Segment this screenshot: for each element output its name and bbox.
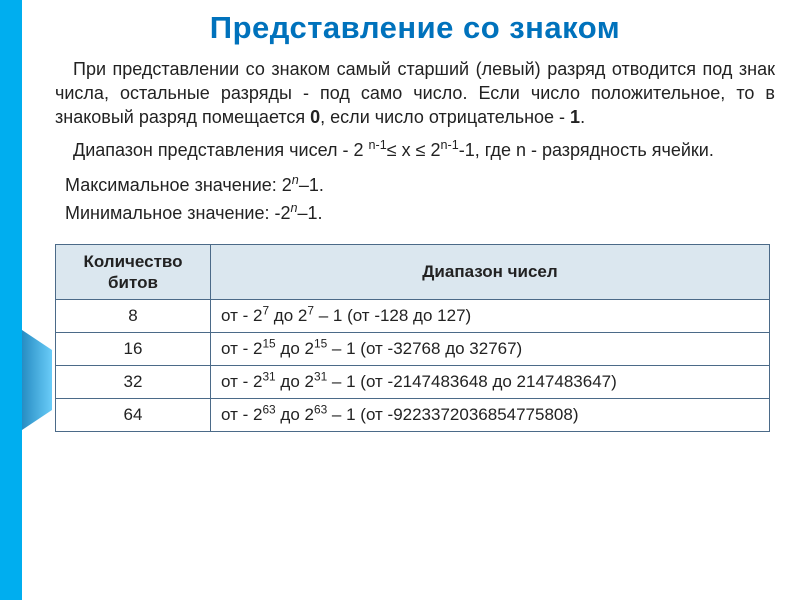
- r-extra: (от -32768 до 32767): [360, 339, 522, 358]
- range-table: Количество битов Диапазон чисел 8 от - 2…: [55, 244, 770, 433]
- p2-text-mid2: -1, где n - разрядность ячейки.: [459, 140, 714, 160]
- r-post: – 1: [327, 339, 360, 358]
- cell-range: от - 231 до 231 – 1 (от -2147483648 до 2…: [211, 366, 770, 399]
- r-post: – 1: [314, 306, 347, 325]
- max-exp: n: [292, 173, 299, 187]
- r-extra: (от -9223372036854775808): [360, 405, 578, 424]
- header-range: Диапазон чисел: [211, 244, 770, 300]
- max-value-line: Максимальное значение: 2n–1.: [65, 173, 775, 197]
- cell-bits: 32: [56, 366, 211, 399]
- r-pre: от - 2: [221, 372, 262, 391]
- r-pre: от - 2: [221, 405, 262, 424]
- left-accent-shape: [22, 330, 52, 430]
- p2-text-pre: Диапазон представления чисел - 2: [73, 140, 369, 160]
- r-mid: до 2: [276, 405, 314, 424]
- r-pre: от - 2: [221, 306, 262, 325]
- cell-range: от - 263 до 263 – 1 (от -922337203685477…: [211, 399, 770, 432]
- r-extra: (от -128 до 127): [347, 306, 471, 325]
- r-exp2: 63: [314, 402, 327, 416]
- max-post: –1.: [299, 175, 324, 195]
- r-exp1: 31: [262, 369, 275, 383]
- p1-bold-1: 1: [570, 107, 580, 127]
- min-value-line: Минимальное значение: -2n–1.: [65, 201, 775, 225]
- paragraph-2: Диапазон представления чисел - 2 n-1≤ x …: [55, 139, 775, 163]
- left-border-bar: [0, 0, 22, 600]
- p1-bold-0: 0: [310, 107, 320, 127]
- min-exp: n: [290, 201, 297, 215]
- r-mid: до 2: [269, 306, 307, 325]
- r-mid: до 2: [276, 339, 314, 358]
- p2-exp1: n-1: [369, 138, 387, 152]
- r-extra: (от -2147483648 до 2147483647): [360, 372, 617, 391]
- max-pre: Максимальное значение: 2: [65, 175, 292, 195]
- min-pre: Минимальное значение: -2: [65, 203, 290, 223]
- p2-exp2: n-1: [441, 138, 459, 152]
- table-row: 32 от - 231 до 231 – 1 (от -2147483648 д…: [56, 366, 770, 399]
- cell-bits: 16: [56, 333, 211, 366]
- cell-range: от - 27 до 27 – 1 (от -128 до 127): [211, 300, 770, 333]
- r-exp2: 31: [314, 369, 327, 383]
- r-post: – 1: [327, 405, 360, 424]
- r-post: – 1: [327, 372, 360, 391]
- min-post: –1.: [298, 203, 323, 223]
- cell-bits: 64: [56, 399, 211, 432]
- r-exp2: 7: [307, 303, 314, 317]
- table-body: 8 от - 27 до 27 – 1 (от -128 до 127) 16 …: [56, 300, 770, 432]
- slide-content: Представление со знаком При представлени…: [55, 10, 775, 432]
- p2-text-mid1: ≤ x ≤ 2: [387, 140, 441, 160]
- cell-bits: 8: [56, 300, 211, 333]
- r-mid: до 2: [276, 372, 314, 391]
- cell-range: от - 215 до 215 – 1 (от -32768 до 32767): [211, 333, 770, 366]
- table-row: 8 от - 27 до 27 – 1 (от -128 до 127): [56, 300, 770, 333]
- header-bits: Количество битов: [56, 244, 211, 300]
- r-exp1: 15: [262, 336, 275, 350]
- r-exp1: 63: [262, 402, 275, 416]
- p1-text-end: .: [580, 107, 585, 127]
- paragraph-1: При представлении со знаком самый старши…: [55, 58, 775, 129]
- slide-title: Представление со знаком: [55, 10, 775, 46]
- p1-text-mid: , если число отрицательное -: [320, 107, 570, 127]
- r-exp2: 15: [314, 336, 327, 350]
- table-row: 16 от - 215 до 215 – 1 (от -32768 до 327…: [56, 333, 770, 366]
- r-pre: от - 2: [221, 339, 262, 358]
- table-header-row: Количество битов Диапазон чисел: [56, 244, 770, 300]
- table-row: 64 от - 263 до 263 – 1 (от -922337203685…: [56, 399, 770, 432]
